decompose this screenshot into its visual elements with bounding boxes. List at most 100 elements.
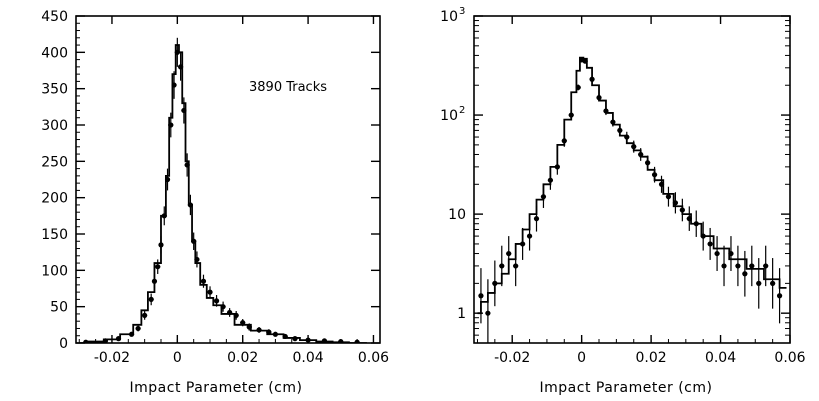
- data-point: [665, 194, 672, 200]
- data-point: [478, 293, 484, 299]
- plot-frame: [75, 15, 381, 344]
- y-tick-label: 10: [448, 207, 466, 223]
- data-point: [148, 296, 154, 302]
- y-tick-label: 50: [50, 300, 68, 316]
- data-point: [749, 263, 755, 269]
- data-point: [272, 331, 278, 337]
- data-point: [533, 216, 540, 222]
- plot-area: [79, 37, 367, 343]
- y-tick-label: 1: [457, 306, 466, 322]
- y-tick-label: 350: [41, 82, 68, 98]
- data-point: [213, 298, 220, 304]
- data-point: [506, 250, 512, 257]
- data-point: [638, 151, 644, 158]
- x-tick-label: -0.02: [494, 350, 530, 366]
- data-point: [645, 160, 651, 166]
- data-point: [168, 122, 174, 128]
- data-point: [707, 241, 713, 247]
- y-tick-label: 10: [440, 108, 458, 124]
- data-point: [763, 263, 769, 269]
- data-point: [151, 278, 158, 284]
- x-tick-label: 0: [577, 350, 586, 366]
- data-point: [354, 339, 360, 343]
- data-point: [658, 181, 665, 187]
- data-point: [227, 309, 233, 316]
- data-point: [575, 84, 581, 91]
- data-point: [171, 82, 177, 88]
- data-point: [321, 338, 328, 343]
- data-point: [492, 280, 498, 286]
- data-point: [513, 263, 519, 269]
- x-tick-label: -0.02: [94, 350, 130, 366]
- y-tick-label: 300: [41, 118, 68, 134]
- data-point: [161, 213, 167, 219]
- data-point: [686, 216, 692, 222]
- data-point: [266, 329, 272, 335]
- plot-frame: [473, 15, 791, 344]
- data-point: [679, 207, 685, 213]
- data-point: [207, 289, 213, 295]
- x-tick-label: 0.06: [774, 350, 805, 366]
- x-axis-label: Impact Parameter (cm): [130, 380, 303, 396]
- data-point: [624, 134, 630, 140]
- data-point: [220, 304, 226, 310]
- data-point: [499, 263, 505, 269]
- x-axis-label: Impact Parameter (cm): [540, 380, 713, 396]
- data-point: [520, 241, 526, 247]
- y-tick-exponent: 3: [459, 6, 465, 17]
- data-point: [174, 49, 180, 55]
- data-point: [338, 338, 344, 343]
- data-point: [128, 331, 135, 337]
- histogram-line: [477, 56, 787, 315]
- data-point: [526, 233, 533, 239]
- x-tick-label: 0.04: [293, 350, 324, 366]
- data-point: [246, 324, 252, 330]
- data-point: [178, 64, 184, 70]
- data-point: [561, 138, 567, 144]
- data-point: [735, 263, 741, 269]
- data-point: [155, 264, 161, 270]
- data-point: [181, 107, 187, 114]
- data-point: [554, 164, 560, 170]
- data-point: [589, 76, 595, 82]
- data-point: [158, 242, 164, 248]
- data-point: [700, 233, 706, 239]
- left-panel-linear: -0.02 0 0.02 0.04 0.06 0 50 100 150 200 250 300 350 4…: [41, 9, 389, 396]
- data-point: [256, 327, 262, 333]
- y-tick-label: 0: [59, 336, 68, 352]
- data-point: [631, 144, 637, 150]
- y-tick-label: 10: [440, 9, 458, 25]
- y-tick-label: 400: [41, 45, 68, 61]
- data-point: [164, 176, 171, 183]
- data-point: [596, 95, 602, 101]
- data-point: [485, 310, 491, 316]
- data-point: [233, 312, 239, 318]
- data-point: [187, 202, 194, 208]
- y-tick-label: 250: [41, 154, 68, 170]
- plot-area: [477, 56, 787, 343]
- data-point: [568, 112, 574, 118]
- data-point: [540, 194, 547, 200]
- data-point: [714, 250, 720, 257]
- data-point: [547, 177, 553, 183]
- data-point: [582, 58, 588, 64]
- x-tick-label: 0.02: [636, 350, 667, 366]
- y-tick-label: 150: [41, 227, 68, 243]
- x-tick-label: 0: [173, 350, 182, 366]
- data-point: [603, 108, 609, 114]
- data-point: [728, 250, 734, 257]
- y-tick-exponent: 2: [459, 105, 465, 116]
- data-point: [191, 238, 197, 244]
- data-point: [617, 127, 623, 134]
- y-tick-label: 200: [41, 191, 68, 207]
- data-point: [142, 312, 148, 318]
- tracks-annotation: 3890 Tracks: [249, 80, 327, 95]
- x-tick-label: 0.02: [227, 350, 258, 366]
- data-point: [240, 320, 246, 326]
- data-point: [282, 333, 288, 340]
- y-tick-label: 100: [41, 263, 68, 279]
- data-point: [83, 339, 89, 343]
- data-point: [115, 336, 122, 342]
- data-point: [610, 119, 616, 125]
